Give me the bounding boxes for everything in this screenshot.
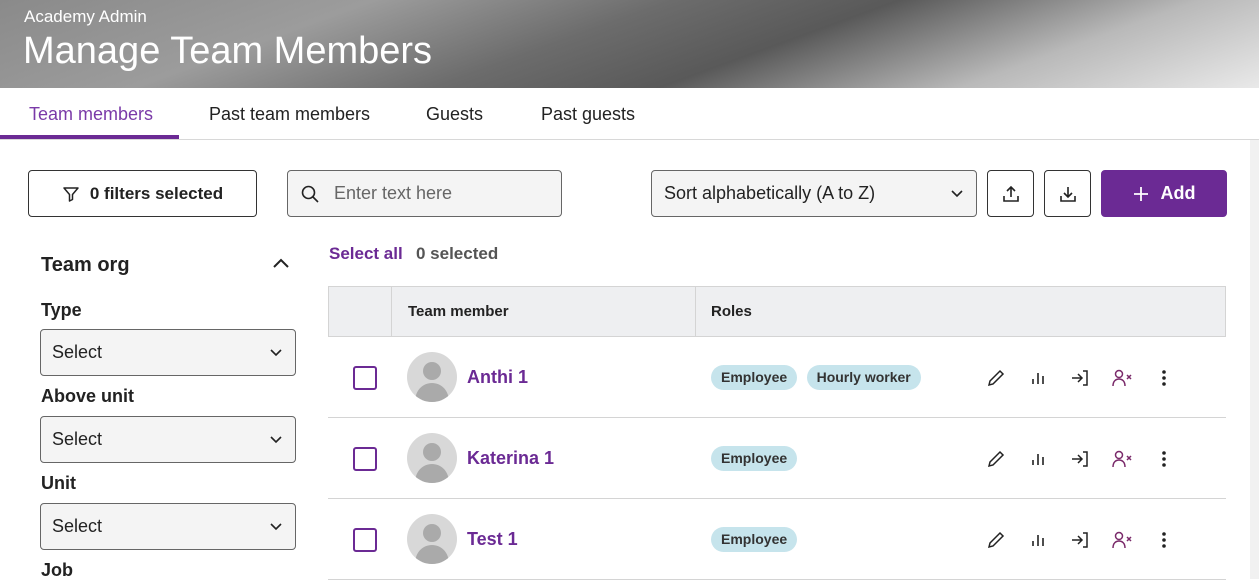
stats-icon[interactable] — [1026, 528, 1050, 552]
type-value: Select — [52, 342, 103, 362]
above-unit-value: Select — [52, 429, 103, 449]
role-badge: Hourly worker — [806, 365, 921, 390]
role-badge: Employee — [711, 527, 798, 552]
chevron-down-icon — [270, 522, 282, 530]
upload-icon — [1002, 185, 1019, 202]
search-icon — [301, 185, 319, 203]
active-tab-indicator — [0, 135, 179, 139]
stats-icon[interactable] — [1026, 447, 1050, 471]
scrollbar[interactable] — [1250, 140, 1259, 579]
chevron-down-icon — [951, 189, 963, 197]
remove-user-icon[interactable] — [1110, 528, 1134, 552]
plus-icon — [1133, 186, 1148, 201]
role-badge: Employee — [711, 365, 798, 390]
row-checkbox[interactable] — [353, 366, 377, 390]
tab-past-guests[interactable]: Past guests — [541, 104, 636, 124]
download-icon — [1059, 186, 1076, 202]
select-all-link[interactable]: Select all — [329, 244, 403, 263]
avatar — [407, 352, 457, 402]
type-select[interactable]: Select — [40, 329, 296, 376]
job-label: Job — [41, 560, 74, 580]
row-checkbox[interactable] — [353, 528, 377, 552]
app-name: Academy Admin — [24, 7, 147, 26]
chevron-down-icon — [270, 435, 282, 443]
filter-section-title: Team org — [41, 254, 130, 276]
above-unit-label: Above unit — [41, 386, 134, 406]
edit-icon[interactable] — [984, 366, 1008, 390]
column-roles: Roles — [711, 303, 752, 320]
remove-user-icon[interactable] — [1110, 366, 1134, 390]
table-header: Team member Roles — [328, 286, 1226, 337]
avatar — [407, 433, 457, 483]
member-name-link[interactable]: Katerina 1 — [467, 448, 555, 468]
sign-in-icon[interactable] — [1068, 447, 1092, 471]
chevron-down-icon — [270, 348, 282, 356]
tab-past-team-members[interactable]: Past team members — [209, 104, 371, 124]
page-title: Manage Team Members — [23, 30, 433, 72]
sort-select[interactable]: Sort alphabetically (A to Z) — [651, 170, 977, 217]
sign-in-icon[interactable] — [1068, 366, 1092, 390]
tab-team-members[interactable]: Team members — [29, 104, 154, 124]
stats-icon[interactable] — [1026, 366, 1050, 390]
filters-label: 0 filters selected — [89, 183, 224, 203]
table-row: Test 1 Employee — [328, 499, 1226, 580]
tab-bar: Team members Past team members Guests Pa… — [0, 88, 1259, 140]
add-button[interactable]: Add — [1101, 170, 1227, 217]
filter-icon — [63, 186, 79, 202]
page-header: Academy Admin Manage Team Members — [0, 0, 1259, 88]
type-label: Type — [41, 300, 82, 320]
tab-guests[interactable]: Guests — [426, 104, 484, 124]
unit-select[interactable]: Select — [40, 503, 296, 550]
above-unit-select[interactable]: Select — [40, 416, 296, 463]
upload-button[interactable] — [987, 170, 1034, 217]
member-name-link[interactable]: Anthi 1 — [467, 367, 528, 387]
selected-count: 0 selected — [416, 244, 499, 263]
edit-icon[interactable] — [984, 528, 1008, 552]
remove-user-icon[interactable] — [1110, 447, 1134, 471]
member-name-link[interactable]: Test 1 — [467, 529, 518, 549]
unit-value: Select — [52, 516, 103, 536]
chevron-up-icon[interactable] — [271, 256, 291, 270]
role-badge: Employee — [711, 446, 798, 471]
search-input[interactable]: Enter text here — [287, 170, 562, 217]
avatar — [407, 514, 457, 564]
download-button[interactable] — [1044, 170, 1091, 217]
column-team-member[interactable]: Team member — [408, 303, 509, 320]
unit-label: Unit — [41, 473, 76, 493]
row-checkbox[interactable] — [353, 447, 377, 471]
table-row: Katerina 1 Employee — [328, 418, 1226, 499]
sort-value: Sort alphabetically (A to Z) — [664, 183, 876, 203]
search-placeholder: Enter text here — [334, 183, 453, 203]
filters-button[interactable]: 0 filters selected — [28, 170, 257, 217]
edit-icon[interactable] — [984, 447, 1008, 471]
sign-in-icon[interactable] — [1068, 528, 1092, 552]
more-options-icon[interactable] — [1152, 528, 1176, 552]
more-options-icon[interactable] — [1152, 447, 1176, 471]
table-row: Anthi 1 Employee Hourly worker — [328, 337, 1226, 418]
add-label: Add — [1160, 183, 1196, 203]
more-options-icon[interactable] — [1152, 366, 1176, 390]
